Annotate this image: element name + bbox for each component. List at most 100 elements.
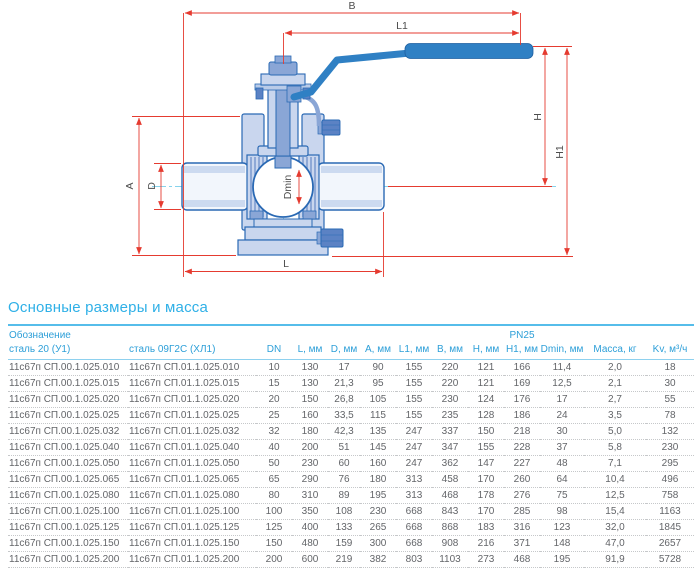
- value-cell: 480: [292, 535, 328, 552]
- designation-cell: 11с67п СП.00.1.025.100: [8, 503, 128, 520]
- value-cell: 40: [256, 439, 292, 456]
- designation-cell: 11с67п СП.01.1.025.150: [128, 535, 256, 552]
- value-cell: 33,5: [328, 407, 360, 424]
- value-cell: 105: [360, 391, 396, 408]
- pn-group-header: PN25: [509, 330, 535, 341]
- value-cell: 230: [646, 439, 694, 456]
- value-cell: 150: [468, 423, 504, 440]
- value-cell: 80: [256, 487, 292, 504]
- value-cell: 230: [360, 503, 396, 520]
- value-cell: 803: [396, 551, 432, 568]
- value-cell: 313: [396, 471, 432, 488]
- value-cell: 100: [256, 503, 292, 520]
- value-cell: 276: [504, 487, 540, 504]
- column-header: D, мм: [328, 342, 360, 360]
- value-cell: 220: [432, 375, 468, 392]
- dim-H1-label: H1: [554, 145, 566, 159]
- designation-cell: 11с67п СП.01.1.025.025: [128, 407, 256, 424]
- dim-A-label: A: [124, 182, 136, 189]
- table-row: 11с67п СП.00.1.025.020 11с67п СП.01.1.025…: [8, 391, 694, 408]
- value-cell: 150: [256, 535, 292, 552]
- value-cell: 235: [432, 407, 468, 424]
- value-cell: 130: [292, 359, 328, 376]
- value-cell: 12,5: [584, 487, 646, 504]
- value-cell: 15,4: [584, 503, 646, 520]
- value-cell: 155: [396, 407, 432, 424]
- value-cell: 200: [256, 551, 292, 568]
- value-cell: 108: [328, 503, 360, 520]
- value-cell: 371: [504, 535, 540, 552]
- table-body: 11с67п СП.00.1.025.010 11с67п СП.01.1.025…: [8, 359, 694, 568]
- value-cell: 130: [292, 375, 328, 392]
- bottom-flange: [237, 210, 344, 256]
- value-cell: 166: [504, 359, 540, 376]
- value-cell: 908: [432, 535, 468, 552]
- value-cell: 468: [504, 551, 540, 568]
- column-header: B, мм: [432, 342, 468, 360]
- value-cell: 458: [432, 471, 468, 488]
- value-cell: 668: [396, 519, 432, 536]
- value-cell: 155: [396, 375, 432, 392]
- column-header: сталь 09Г2С (ХЛ1): [128, 342, 256, 360]
- value-cell: 30: [646, 375, 694, 392]
- value-cell: 2,7: [584, 391, 646, 408]
- value-cell: 176: [504, 391, 540, 408]
- value-cell: 125: [256, 519, 292, 536]
- dimension-labels: B L1 H H1 A D Dmin L: [124, 0, 566, 270]
- value-cell: 468: [432, 487, 468, 504]
- designation-cell: 11с67п СП.01.1.025.200: [128, 551, 256, 568]
- value-cell: 758: [646, 487, 694, 504]
- value-cell: 147: [468, 455, 504, 472]
- value-cell: 42,3: [328, 423, 360, 440]
- designation-cell: 11с67п СП.01.1.025.050: [128, 455, 256, 472]
- value-cell: 247: [396, 423, 432, 440]
- value-cell: 32,0: [584, 519, 646, 536]
- valve-technical-drawing: B L1 H H1 A D Dmin L: [124, 0, 573, 277]
- value-cell: 2657: [646, 535, 694, 552]
- value-cell: 220: [432, 359, 468, 376]
- value-cell: 47,0: [584, 535, 646, 552]
- value-cell: 300: [360, 535, 396, 552]
- value-cell: 2,1: [584, 375, 646, 392]
- dim-D-label: D: [146, 182, 158, 190]
- value-cell: 178: [468, 487, 504, 504]
- designation-cell: 11с67п СП.01.1.025.015: [128, 375, 256, 392]
- value-cell: 128: [468, 407, 504, 424]
- designation-cell: 11с67п СП.00.1.025.200: [8, 551, 128, 568]
- designation-cell: 11с67п СП.00.1.025.032: [8, 423, 128, 440]
- value-cell: 3,5: [584, 407, 646, 424]
- value-cell: 180: [360, 471, 396, 488]
- dim-H-label: H: [532, 113, 544, 121]
- value-cell: 496: [646, 471, 694, 488]
- table-row: 11с67п СП.00.1.025.100 11с67п СП.01.1.025…: [8, 503, 694, 520]
- value-cell: 218: [504, 423, 540, 440]
- value-cell: 186: [504, 407, 540, 424]
- value-cell: 347: [432, 439, 468, 456]
- dimension-lines: [132, 10, 573, 277]
- value-cell: 155: [468, 439, 504, 456]
- designation-cell: 11с67п СП.01.1.025.065: [128, 471, 256, 488]
- value-cell: 160: [292, 407, 328, 424]
- value-cell: 2,0: [584, 359, 646, 376]
- designation-cell: 11с67п СП.01.1.025.020: [128, 391, 256, 408]
- stem-assembly: [254, 55, 322, 169]
- column-header-row: сталь 20 (У1) сталь 09Г2С (ХЛ1) DN L, мм D, …: [8, 342, 694, 360]
- value-cell: 10: [256, 359, 292, 376]
- column-header: Kv, м³/ч: [646, 342, 694, 360]
- value-cell: 148: [540, 535, 584, 552]
- designation-cell: 11с67п СП.00.1.025.025: [8, 407, 128, 424]
- value-cell: 843: [432, 503, 468, 520]
- column-header: L1, мм: [396, 342, 432, 360]
- value-cell: 310: [292, 487, 328, 504]
- value-cell: 30: [540, 423, 584, 440]
- dimensions-table: Обозначение PN25 сталь 20 (У1) сталь 09Г2…: [8, 324, 694, 568]
- value-cell: 50: [256, 455, 292, 472]
- value-cell: 265: [360, 519, 396, 536]
- designation-cell: 11с67п СП.00.1.025.065: [8, 471, 128, 488]
- designation-cell: 11с67п СП.00.1.025.040: [8, 439, 128, 456]
- value-cell: 290: [292, 471, 328, 488]
- value-cell: 10,4: [584, 471, 646, 488]
- value-cell: 868: [432, 519, 468, 536]
- value-cell: 668: [396, 535, 432, 552]
- handle-grip: [404, 43, 534, 59]
